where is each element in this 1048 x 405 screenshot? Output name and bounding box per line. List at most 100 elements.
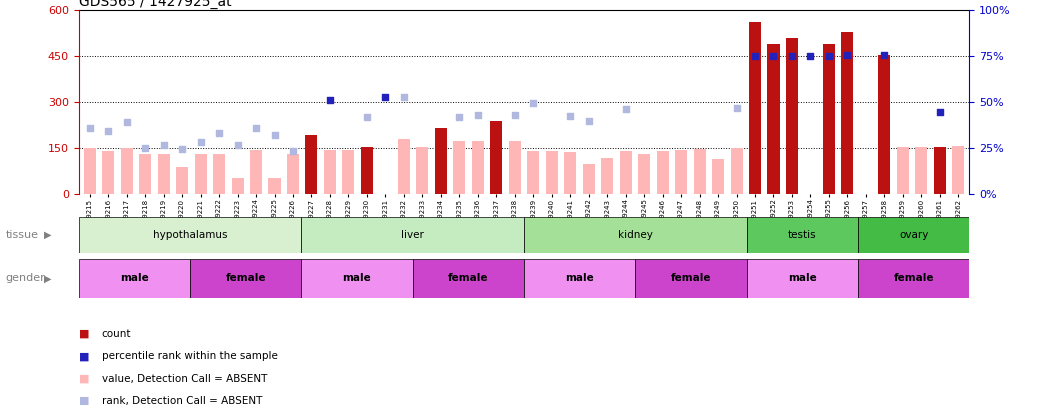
- Bar: [953, 146, 964, 194]
- Text: male: male: [788, 273, 816, 283]
- Point: [192, 139, 209, 145]
- Bar: [157, 154, 170, 194]
- Bar: [897, 147, 909, 194]
- Bar: [79, 217, 301, 253]
- Bar: [694, 149, 705, 194]
- Bar: [176, 167, 188, 194]
- Bar: [213, 154, 225, 194]
- Bar: [268, 177, 281, 194]
- Point: [470, 112, 486, 118]
- Bar: [915, 147, 927, 194]
- Text: hypothalamus: hypothalamus: [153, 230, 227, 240]
- Bar: [524, 217, 746, 253]
- Point: [118, 119, 135, 126]
- Text: kidney: kidney: [618, 230, 653, 240]
- Bar: [675, 150, 687, 194]
- Bar: [301, 259, 413, 298]
- Point: [100, 128, 116, 135]
- Point: [784, 53, 801, 60]
- Point: [525, 100, 542, 106]
- Point: [322, 96, 339, 103]
- Text: gender: gender: [5, 273, 45, 283]
- Bar: [508, 141, 521, 194]
- Bar: [638, 154, 650, 194]
- Bar: [934, 147, 946, 194]
- Text: ■: ■: [79, 329, 89, 339]
- Bar: [619, 151, 632, 194]
- Text: value, Detection Call = ABSENT: value, Detection Call = ABSENT: [102, 374, 267, 384]
- Bar: [301, 217, 524, 253]
- Bar: [190, 259, 301, 298]
- Text: rank, Detection Call = ABSENT: rank, Detection Call = ABSENT: [102, 396, 262, 405]
- Bar: [878, 55, 891, 194]
- Text: ovary: ovary: [899, 230, 929, 240]
- Bar: [472, 141, 484, 194]
- Text: liver: liver: [401, 230, 424, 240]
- Bar: [583, 164, 594, 194]
- Text: female: female: [225, 273, 266, 283]
- Text: count: count: [102, 329, 131, 339]
- Bar: [858, 259, 969, 298]
- Point: [802, 53, 818, 60]
- Bar: [454, 141, 465, 194]
- Bar: [435, 128, 446, 194]
- Bar: [79, 259, 190, 298]
- Point: [451, 114, 467, 120]
- Point: [746, 53, 763, 60]
- Bar: [635, 259, 746, 298]
- Bar: [195, 154, 206, 194]
- Point: [285, 147, 302, 154]
- Bar: [102, 151, 114, 194]
- Bar: [413, 259, 524, 298]
- Bar: [842, 32, 853, 194]
- Point: [377, 94, 394, 100]
- Bar: [139, 154, 151, 194]
- Bar: [361, 147, 373, 194]
- Bar: [934, 147, 946, 194]
- Bar: [232, 177, 243, 194]
- Bar: [746, 259, 858, 298]
- Point: [155, 142, 172, 149]
- Point: [728, 104, 745, 111]
- Point: [617, 106, 634, 112]
- Text: percentile rank within the sample: percentile rank within the sample: [102, 352, 278, 361]
- Bar: [749, 22, 761, 194]
- Text: female: female: [671, 273, 712, 283]
- Bar: [602, 158, 613, 194]
- Bar: [823, 44, 835, 194]
- Bar: [324, 150, 336, 194]
- Bar: [361, 147, 373, 194]
- Text: testis: testis: [788, 230, 816, 240]
- Text: ■: ■: [79, 374, 89, 384]
- Bar: [121, 148, 133, 194]
- Bar: [305, 134, 318, 194]
- Text: male: male: [565, 273, 594, 283]
- Bar: [490, 121, 502, 194]
- Bar: [250, 150, 262, 194]
- Bar: [343, 150, 354, 194]
- Point: [562, 113, 578, 119]
- Text: ■: ■: [79, 396, 89, 405]
- Point: [136, 145, 153, 151]
- Point: [358, 114, 375, 120]
- Bar: [524, 259, 635, 298]
- Text: ▶: ▶: [44, 273, 51, 283]
- Point: [395, 94, 412, 100]
- Text: male: male: [343, 273, 371, 283]
- Bar: [746, 217, 858, 253]
- Point: [247, 125, 264, 132]
- Point: [211, 130, 227, 136]
- Point: [839, 51, 856, 58]
- Bar: [858, 217, 969, 253]
- Bar: [564, 152, 576, 194]
- Point: [82, 125, 99, 132]
- Point: [230, 141, 246, 148]
- Point: [174, 146, 191, 152]
- Text: female: female: [894, 273, 934, 283]
- Text: ▶: ▶: [44, 230, 51, 240]
- Bar: [730, 148, 743, 194]
- Bar: [84, 148, 95, 194]
- Bar: [546, 151, 558, 194]
- Point: [821, 53, 837, 60]
- Point: [932, 109, 948, 115]
